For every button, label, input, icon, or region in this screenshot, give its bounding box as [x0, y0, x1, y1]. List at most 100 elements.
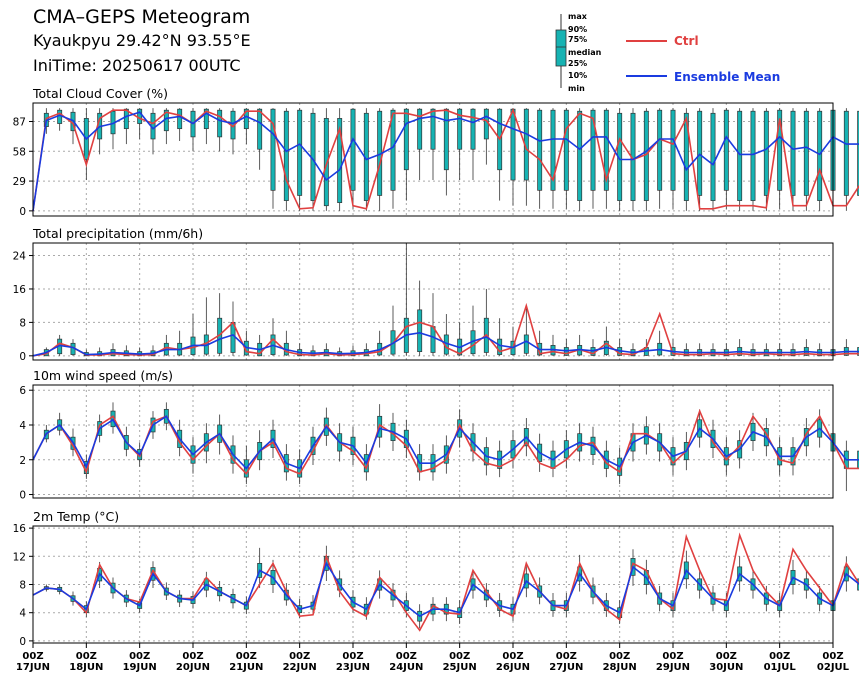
box [430, 326, 436, 353]
box [657, 109, 663, 191]
panel-0: Total Cloud Cover (%) 0 29 58 87 [13, 86, 859, 218]
chart-title: CMA–GEPS Meteogram [33, 6, 251, 28]
box [57, 109, 63, 124]
y-tick-label: 12 [13, 551, 26, 563]
panel-title: Total precipitation (mm/6h) [32, 226, 203, 241]
box [697, 110, 703, 196]
legend-box [555, 29, 567, 67]
x-tick-label-time: 00Z [449, 651, 470, 662]
legend-box-label: 90% [568, 25, 587, 34]
x-tick-label-date: 20JUN [176, 662, 210, 673]
y-tick-label: 8 [19, 317, 26, 329]
ctrl-line [32, 408, 859, 476]
y-tick-label: 24 [13, 251, 27, 263]
box [737, 110, 743, 201]
box [350, 108, 356, 191]
x-axis: 00Z17JUN00Z18JUN00Z19JUN00Z20JUN00Z21JUN… [16, 643, 850, 673]
legend-box-label: max [568, 12, 588, 21]
box [283, 110, 289, 201]
x-tick-label-date: 29JUN [656, 662, 690, 673]
box [217, 109, 223, 138]
x-tick-label-date: 25JUN [443, 662, 477, 673]
panel-title: 10m wind speed (m/s) [33, 368, 173, 383]
x-tick-label-date: 30JUN [709, 662, 743, 673]
box [603, 109, 609, 191]
box [550, 109, 556, 191]
y-tick-label: 0 [19, 206, 26, 218]
box [577, 110, 583, 201]
panel-title: 2m Temp (°C) [33, 509, 119, 524]
x-tick-label-time: 00Z [22, 651, 43, 662]
x-tick-label-time: 00Z [716, 651, 737, 662]
x-tick-label-time: 00Z [76, 651, 97, 662]
box [563, 109, 569, 191]
y-tick-label: 2 [19, 455, 26, 467]
box [297, 109, 303, 196]
box [670, 109, 676, 191]
x-tick-label-date: 21JUN [229, 662, 263, 673]
station-location: Kyaukpyu 29.42°N 93.55°E [33, 31, 251, 50]
panel-frame [32, 384, 834, 499]
box [523, 334, 529, 354]
box [710, 112, 716, 201]
y-tick-label: 29 [13, 176, 26, 188]
panel-1: Total precipitation (mm/6h) 0 8 16 24 [13, 226, 859, 363]
panel-frame [32, 102, 834, 217]
x-tick-label-date: 02JUL [817, 662, 850, 673]
box [537, 109, 543, 191]
box [750, 110, 756, 201]
panel-title: Total Cloud Cover (%) [32, 86, 168, 101]
panels: Total Cloud Cover (%) 0 29 58 87 Total precip… [13, 86, 859, 648]
legend-mean-label: Ensemble Mean [674, 70, 780, 84]
box [243, 108, 249, 130]
box [723, 109, 729, 191]
y-tick-label: 8 [19, 580, 26, 592]
x-tick-label-date: 26JUN [496, 662, 530, 673]
box [817, 110, 823, 201]
y-tick-label: 58 [13, 146, 26, 158]
x-tick-label-time: 00Z [502, 651, 523, 662]
box [510, 108, 516, 181]
x-tick-label-date: 19JUN [123, 662, 157, 673]
mean-line [32, 331, 859, 357]
panel-3: 2m Temp (°C) 0 4 8 12 16 [13, 509, 859, 648]
init-time: IniTime: 20250617 00UTC [33, 56, 241, 75]
box [857, 110, 859, 196]
x-tick-label-time: 00Z [129, 651, 150, 662]
x-tick-label-date: 23JUN [336, 662, 370, 673]
box [203, 108, 209, 130]
box [390, 109, 396, 191]
box [763, 110, 769, 196]
y-tick-label: 6 [19, 385, 26, 397]
x-tick-label-time: 00Z [662, 651, 683, 662]
box [497, 338, 503, 355]
box [843, 110, 849, 196]
y-tick-label: 0 [19, 490, 26, 502]
box [337, 118, 343, 203]
x-tick-label-time: 00Z [396, 651, 417, 662]
x-tick-label-date: 17JUN [16, 662, 50, 673]
mean-line [32, 111, 859, 212]
x-tick-label-time: 00Z [609, 651, 630, 662]
legend-box-label: min [568, 84, 585, 93]
x-tick-label-date: 18JUN [69, 662, 103, 673]
x-tick-label-time: 00Z [342, 651, 363, 662]
box [683, 112, 689, 201]
box [457, 108, 463, 150]
y-tick-label: 16 [13, 284, 27, 296]
box [590, 109, 596, 191]
x-tick-label-time: 00Z [182, 651, 203, 662]
x-tick-label-time: 00Z [822, 651, 843, 662]
mean-line [32, 561, 859, 618]
box [857, 578, 859, 591]
box [777, 109, 783, 191]
x-tick-label-date: 28JUN [603, 662, 637, 673]
x-tick-label-date: 27JUN [549, 662, 583, 673]
box [417, 309, 423, 352]
y-tick-label: 0 [19, 636, 26, 648]
x-tick-label-date: 01JUL [764, 662, 797, 673]
y-tick-label: 4 [19, 608, 26, 620]
box [803, 110, 809, 196]
legend-box-label: median [568, 48, 602, 57]
box [643, 110, 649, 201]
